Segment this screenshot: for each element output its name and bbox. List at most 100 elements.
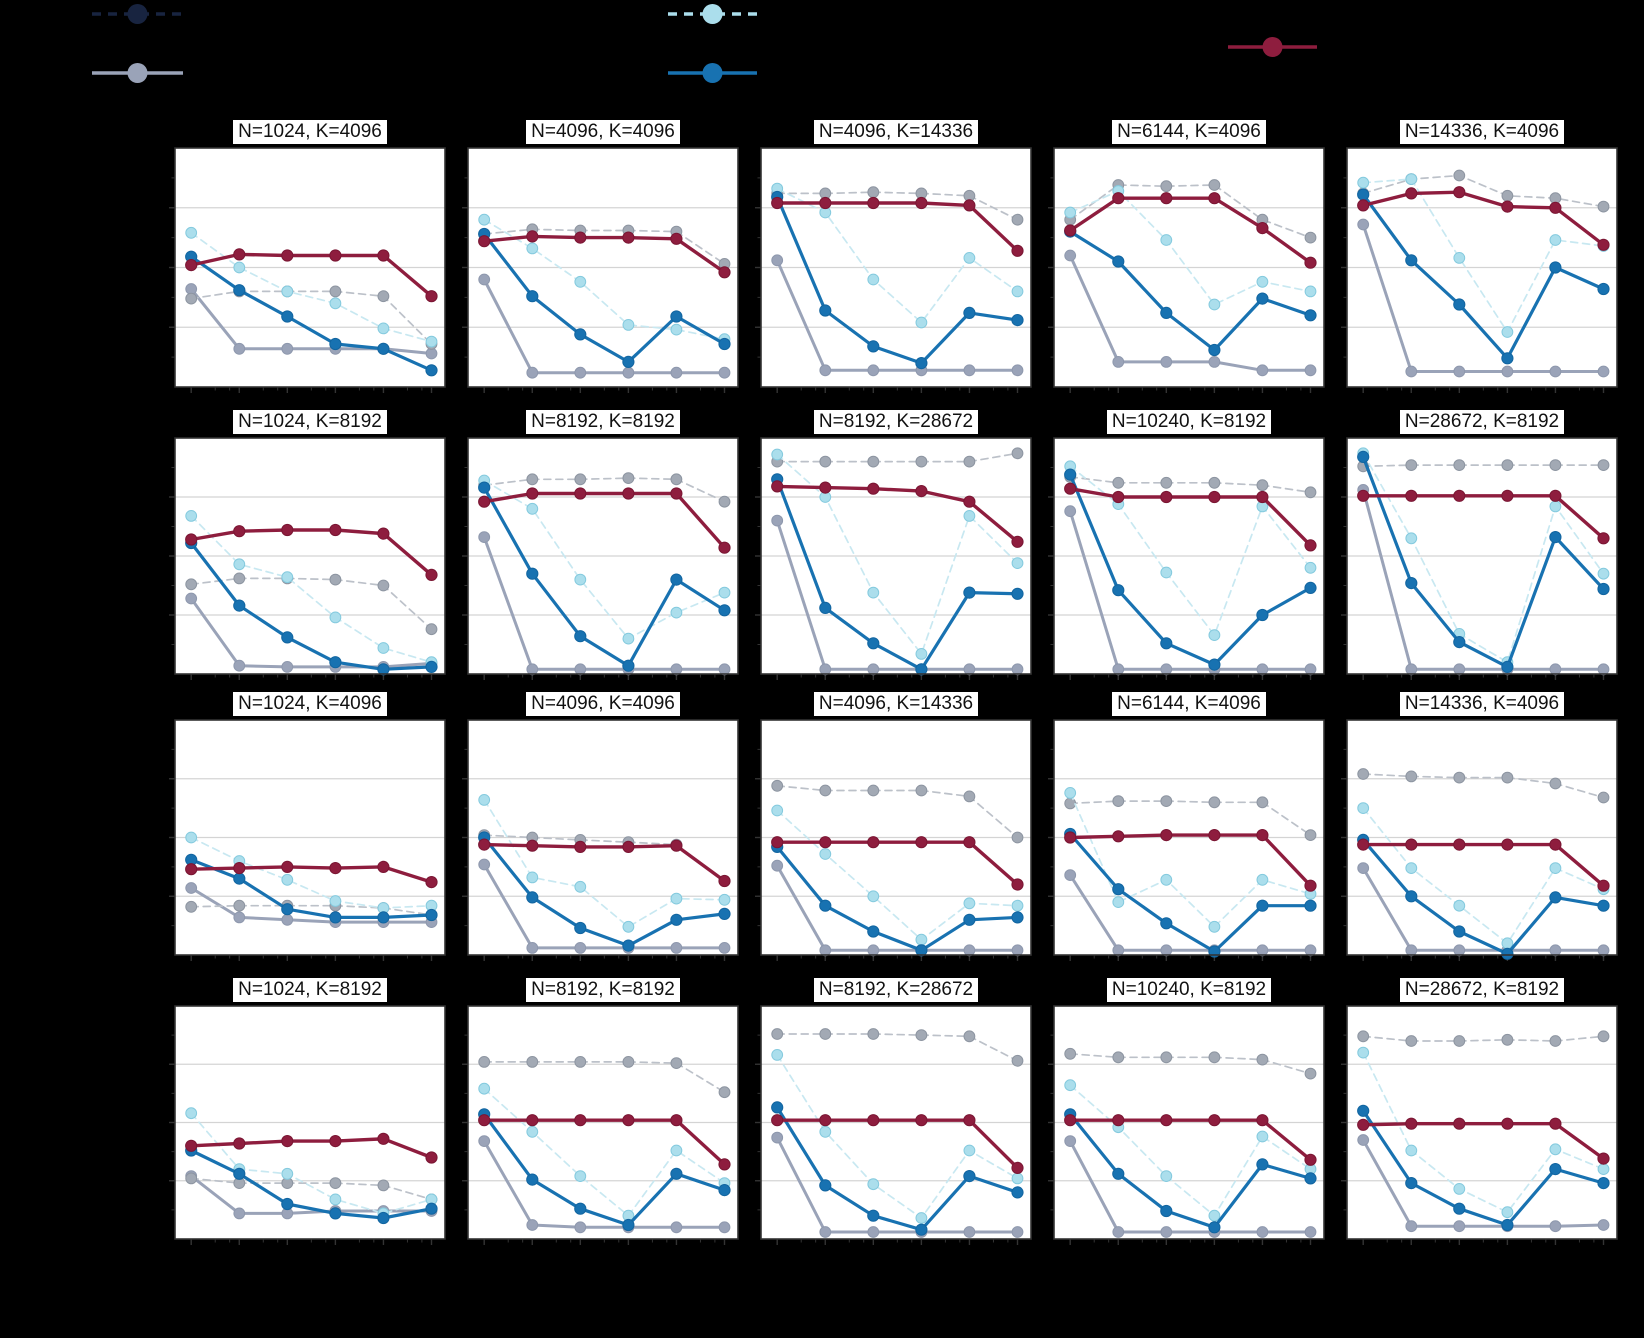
data-point-blue-solid bbox=[622, 1218, 635, 1232]
series-line-red-solid bbox=[1361, 1121, 1606, 1161]
plot-border bbox=[1346, 437, 1618, 675]
data-point-red-solid bbox=[425, 876, 438, 889]
data-point-grey-solid bbox=[963, 663, 976, 676]
data-point-cyan-dashed bbox=[963, 897, 976, 910]
data-point-grey-solid bbox=[281, 913, 294, 926]
data-point-grey-solid bbox=[1112, 356, 1125, 368]
data-point-cyan-dashed bbox=[1208, 298, 1221, 311]
data-point-red-solid bbox=[329, 862, 342, 875]
data-point-grey-solid bbox=[233, 911, 246, 924]
subplot-4-1 bbox=[169, 1005, 446, 1245]
data-point-red-solid bbox=[233, 525, 246, 538]
plot-border bbox=[174, 1005, 446, 1240]
data-point-blue-solid bbox=[1064, 468, 1077, 481]
data-point-grey-dashed bbox=[1405, 1035, 1418, 1047]
data-point-blue-solid bbox=[622, 355, 635, 368]
data-point-grey-dashed bbox=[1256, 1053, 1269, 1066]
series-line-cyan-dashed bbox=[1362, 807, 1605, 945]
data-point-grey-dashed bbox=[1597, 791, 1610, 804]
data-point-cyan-dashed bbox=[1405, 532, 1418, 545]
data-point-grey-solid bbox=[233, 342, 246, 355]
data-point-red-solid bbox=[1453, 1117, 1466, 1130]
data-point-grey-dashed bbox=[1208, 796, 1221, 809]
data-point-red-solid bbox=[1304, 1153, 1317, 1166]
data-point-grey-solid bbox=[1549, 663, 1562, 676]
data-point-blue-solid bbox=[1549, 1163, 1562, 1176]
data-point-red-solid bbox=[1549, 838, 1562, 851]
series-line-grey-dashed bbox=[190, 290, 433, 345]
plot-border bbox=[760, 147, 1032, 388]
series-line-grey-solid bbox=[189, 597, 433, 669]
data-point-grey-dashed bbox=[819, 784, 832, 797]
data-point-blue-solid bbox=[329, 337, 342, 351]
subplot-4-2 bbox=[462, 1005, 739, 1245]
series-line-red-solid bbox=[775, 1118, 1020, 1170]
data-point-grey-dashed bbox=[1405, 770, 1418, 783]
plot-border bbox=[1053, 437, 1325, 675]
data-point-blue-solid bbox=[1112, 1167, 1125, 1180]
series-line-grey-dashed bbox=[776, 1033, 1019, 1062]
data-point-grey-solid bbox=[526, 663, 539, 676]
data-point-cyan-dashed bbox=[1064, 206, 1077, 219]
data-point-red-solid bbox=[718, 541, 731, 554]
series-line-grey-dashed bbox=[1069, 476, 1312, 494]
series-line-grey-dashed bbox=[1069, 184, 1312, 239]
data-point-grey-dashed bbox=[1304, 231, 1317, 244]
data-point-grey-solid bbox=[1064, 505, 1077, 518]
data-point-blue-solid bbox=[1256, 899, 1269, 912]
series-line-cyan-dashed bbox=[1069, 190, 1312, 306]
data-point-grey-dashed bbox=[1160, 180, 1173, 193]
series-line-blue-solid bbox=[1361, 838, 1606, 956]
data-point-grey-dashed bbox=[771, 779, 784, 792]
data-point-grey-solid bbox=[1597, 944, 1610, 957]
series-line-cyan-dashed bbox=[190, 231, 433, 343]
data-point-grey-solid bbox=[233, 659, 246, 672]
series-line-cyan-dashed bbox=[190, 1112, 433, 1215]
data-point-grey-solid bbox=[574, 942, 587, 954]
data-point-red-solid bbox=[233, 248, 246, 261]
data-point-grey-solid bbox=[1112, 663, 1125, 676]
data-point-red-solid bbox=[771, 1114, 784, 1127]
data-point-red-solid bbox=[718, 266, 731, 279]
data-point-red-solid bbox=[1304, 256, 1317, 269]
data-point-red-solid bbox=[963, 495, 976, 508]
data-point-blue-solid bbox=[377, 342, 390, 355]
data-point-blue-solid bbox=[1597, 582, 1610, 596]
plot-border bbox=[1346, 147, 1618, 388]
subplot-4-4 bbox=[1048, 1005, 1325, 1245]
plot-border bbox=[467, 147, 739, 388]
data-point-red-solid bbox=[281, 860, 294, 873]
data-point-grey-solid bbox=[478, 531, 491, 543]
data-point-blue-solid bbox=[1405, 254, 1418, 267]
data-point-grey-solid bbox=[1160, 663, 1173, 676]
series-line-grey-solid bbox=[482, 1139, 726, 1229]
data-point-red-solid bbox=[1256, 490, 1269, 504]
data-point-grey-dashed bbox=[1405, 459, 1418, 471]
data-point-blue-solid bbox=[1011, 587, 1024, 600]
data-point-red-solid bbox=[1501, 489, 1514, 502]
data-point-red-solid bbox=[526, 1114, 539, 1127]
data-point-red-solid bbox=[1357, 489, 1370, 502]
data-point-grey-dashed bbox=[478, 1056, 491, 1068]
series-line-grey-dashed bbox=[483, 228, 726, 265]
data-point-blue-solid bbox=[1011, 314, 1024, 327]
data-point-grey-dashed bbox=[1160, 795, 1173, 807]
data-point-cyan-dashed bbox=[670, 606, 683, 619]
data-point-blue-solid bbox=[718, 337, 731, 351]
data-point-grey-dashed bbox=[329, 285, 342, 298]
subplot-2-5 bbox=[1341, 437, 1618, 680]
data-point-blue-solid bbox=[377, 911, 390, 924]
data-point-red-solid bbox=[622, 231, 635, 244]
plot-border bbox=[467, 719, 739, 956]
plot-border bbox=[1346, 719, 1618, 956]
data-point-grey-dashed bbox=[1112, 795, 1125, 807]
data-point-blue-solid bbox=[329, 656, 342, 669]
data-point-red-solid bbox=[915, 1114, 928, 1127]
data-point-red-solid bbox=[1405, 489, 1418, 502]
data-point-grey-dashed bbox=[329, 1177, 342, 1190]
data-point-red-solid bbox=[425, 1151, 438, 1164]
data-point-grey-solid bbox=[670, 663, 683, 676]
data-point-cyan-dashed bbox=[1501, 1206, 1514, 1219]
data-point-blue-solid bbox=[915, 357, 928, 370]
series-line-grey-solid bbox=[1361, 223, 1605, 373]
